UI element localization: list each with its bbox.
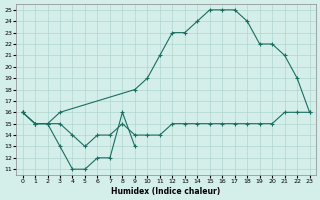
X-axis label: Humidex (Indice chaleur): Humidex (Indice chaleur) xyxy=(111,187,221,196)
